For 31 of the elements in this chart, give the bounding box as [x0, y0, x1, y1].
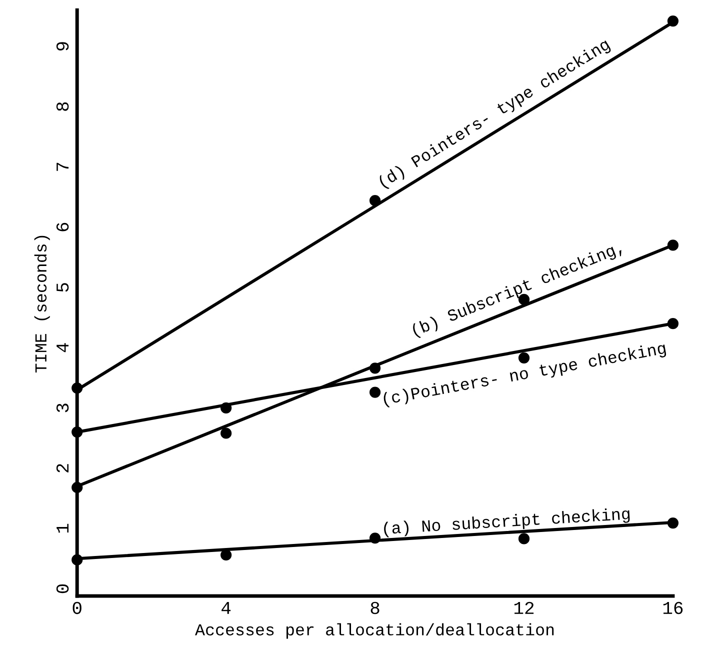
- x-tick-label: 8: [370, 602, 380, 614]
- y-tick-label: 1: [56, 524, 68, 533]
- point: [518, 352, 530, 364]
- point: [220, 402, 232, 414]
- y-tick-label: 0: [56, 584, 69, 594]
- y-tick-label: 7: [56, 162, 68, 171]
- y-axis-title: TIME (seconds): [34, 236, 50, 372]
- point: [220, 428, 232, 439]
- x-tick-label: 0: [72, 602, 82, 614]
- x-tick-label: 4: [222, 602, 231, 614]
- y-tick-label: 3: [56, 404, 69, 412]
- series-label: (a) No subscript checking: [384, 507, 630, 538]
- y-tick-label: 5: [56, 283, 69, 292]
- point: [667, 240, 679, 251]
- point: [220, 549, 232, 561]
- point: [667, 318, 679, 330]
- y-tick-label: 9: [56, 42, 69, 51]
- point: [667, 15, 679, 27]
- point: [369, 386, 381, 398]
- y-tick-label: 4: [56, 343, 68, 352]
- point: [667, 517, 679, 529]
- x-axis-title: Accesses per allocation/deallocation: [194, 623, 554, 639]
- y-tick-label: 8: [56, 102, 69, 111]
- x-tick-label: 12: [514, 602, 534, 614]
- y-tick-label: 6: [56, 222, 69, 232]
- point: [369, 195, 381, 206]
- y-tick-label: 2: [56, 464, 68, 472]
- point: [369, 532, 381, 544]
- x-tick-label: 16: [663, 602, 683, 614]
- point: [518, 533, 530, 544]
- point: [369, 362, 381, 374]
